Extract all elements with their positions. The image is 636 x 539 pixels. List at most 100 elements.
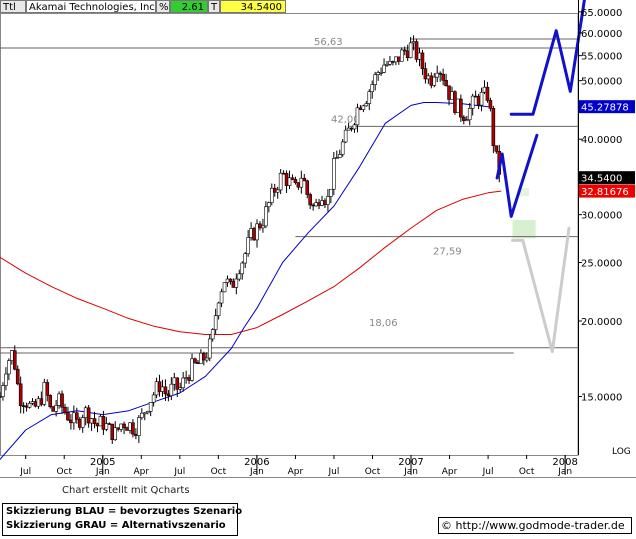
scenario-blue-path-long	[509, 0, 586, 116]
candle-up	[225, 278, 230, 283]
level-label-3: 18,06	[369, 318, 398, 329]
target-zone-1	[517, 188, 530, 197]
candle-down	[18, 383, 23, 406]
candle-down	[453, 91, 457, 113]
candle-up	[119, 423, 123, 430]
candle-up	[275, 189, 280, 193]
candles	[0, 35, 502, 444]
candle-up	[482, 86, 487, 93]
candle-up	[456, 98, 460, 113]
scenario-legend: Skizzierung BLAU = bevorzugtes Szenario …	[2, 503, 242, 536]
sma-blue-line	[0, 102, 489, 460]
x-tick-label-9: Oct	[365, 467, 381, 477]
source-url-text: http://www.godmode-trader.de	[455, 519, 625, 532]
candle-down	[196, 362, 200, 364]
candle-down	[231, 281, 236, 288]
candle-down	[125, 427, 129, 431]
candle-down	[107, 423, 112, 425]
candle-up	[199, 352, 203, 364]
candle-down	[252, 228, 256, 241]
candle-up	[104, 423, 109, 430]
candle-down	[166, 393, 171, 397]
candle-down	[63, 406, 67, 413]
candle-down	[86, 407, 91, 424]
candle-up	[137, 417, 141, 436]
candle-up	[98, 416, 103, 427]
plot-frame	[0, 13, 579, 456]
candle-down	[438, 72, 442, 75]
year-label-14: 2008	[552, 457, 577, 468]
candle-up	[89, 418, 94, 424]
candle-up	[181, 377, 185, 389]
candle-down	[423, 68, 428, 80]
candle-up	[278, 172, 283, 191]
candle-up	[364, 103, 369, 107]
candle-up	[204, 357, 209, 361]
year-label-2: 2005	[90, 457, 115, 468]
candle-down	[21, 405, 26, 407]
candle-down	[476, 96, 481, 106]
candle-up	[57, 393, 61, 406]
candle-up	[237, 273, 242, 280]
candle-up	[379, 72, 383, 74]
y-tick-label-8: 15.0000	[581, 392, 622, 403]
candle-up	[343, 129, 348, 143]
legend-blue: Skizzierung BLAU = bevorzugtes Szenario	[6, 506, 243, 517]
candle-up	[178, 387, 183, 390]
candle-down	[293, 179, 298, 183]
candle-up	[216, 302, 221, 316]
y-tick-label-5: 30.0000	[581, 211, 622, 222]
target-zone-0	[512, 219, 536, 239]
x-tick-label-1: Oct	[56, 467, 72, 477]
candle-down	[75, 412, 79, 420]
x-tick-label-5: Oct	[211, 467, 227, 477]
candle-down	[51, 406, 55, 412]
candle-down	[494, 145, 499, 152]
candle-up	[148, 401, 153, 412]
candle-down	[414, 41, 419, 60]
candle-down	[24, 405, 29, 408]
candle-up	[385, 63, 389, 66]
price-label-bg-1	[579, 171, 635, 185]
candle-up	[367, 91, 372, 104]
y-scale-label: LOG	[612, 447, 631, 457]
y-tick-label-1: 60.0000	[581, 29, 622, 40]
candle-up	[467, 108, 472, 121]
y-tick-label-4: 40.0000	[581, 135, 622, 146]
candle-up	[388, 61, 392, 65]
last-label: T	[208, 0, 220, 13]
candle-down	[284, 173, 289, 186]
x-tick-label-4: Jul	[173, 467, 185, 477]
candle-up	[361, 105, 366, 110]
percent-label: %	[156, 0, 170, 13]
candle-up	[128, 422, 132, 431]
x-tick-label-7: Apr	[288, 467, 304, 477]
candle-up	[264, 206, 268, 227]
candle-up	[355, 107, 360, 126]
candle-up	[408, 42, 413, 59]
legend-grey: Skizzierung GRAU = Alternativszenario	[6, 520, 226, 531]
candle-up	[464, 119, 469, 122]
candle-up	[154, 381, 159, 396]
candle-up	[145, 411, 150, 414]
candle-up	[172, 377, 177, 385]
y-tick-label-2: 55.0000	[581, 52, 622, 63]
candle-down	[202, 352, 206, 361]
candle-up	[30, 401, 35, 404]
level-label-0: 56,63	[314, 37, 343, 48]
y-tick-label-6: 25.0000	[581, 258, 622, 269]
source-url[interactable]: © http://www.godmode-trader.de	[438, 517, 632, 534]
candle-down	[175, 377, 180, 390]
candle-up	[287, 177, 292, 186]
candle-down	[296, 182, 301, 188]
candle-up	[213, 315, 218, 330]
candle-down	[193, 358, 197, 363]
candle-down	[302, 177, 307, 182]
x-tick-label-0: Jul	[19, 467, 31, 477]
candle-up	[299, 177, 304, 188]
candle-up	[80, 417, 85, 428]
candle-down	[66, 412, 70, 421]
candle-up	[27, 403, 32, 408]
candle-down	[77, 419, 82, 428]
